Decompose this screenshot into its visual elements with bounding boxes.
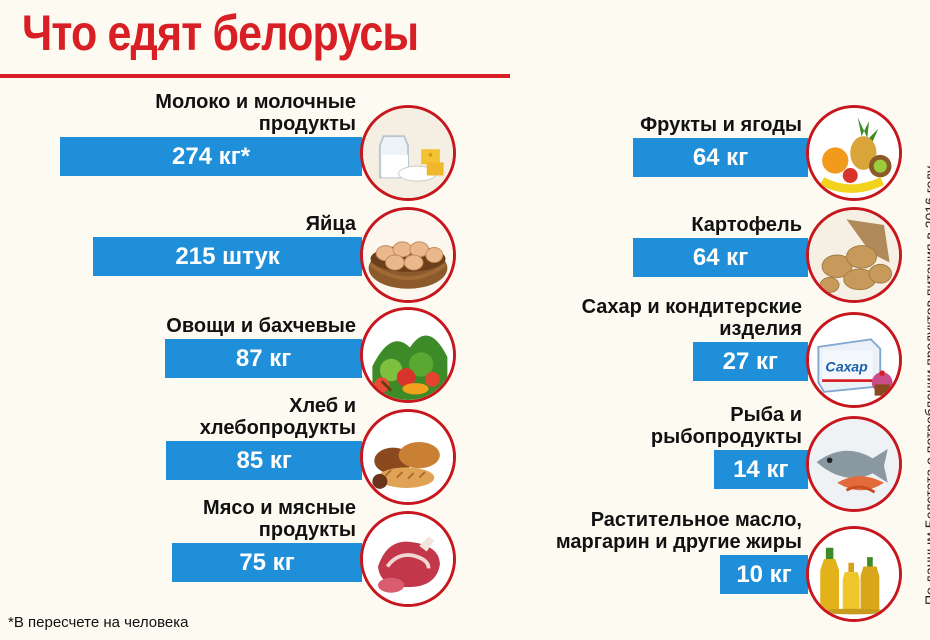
category-label-line: Яйца xyxy=(305,213,356,235)
category-label-line: Картофель xyxy=(691,214,802,236)
category-label-line: изделия xyxy=(719,318,802,340)
category-label-line: Сахар и кондитерские xyxy=(581,296,802,318)
category-label-line: продукты xyxy=(258,113,356,135)
category-label-line: рыбопродукты xyxy=(650,426,802,448)
value-bar: 85 кг xyxy=(166,441,362,480)
sugar-pack-label: Сахар xyxy=(825,358,868,374)
value-label: 215 штук xyxy=(175,243,280,270)
source-note: По данным Белстата о потреблении продукт… xyxy=(922,165,930,605)
category-label: Молоко и молочные продукты xyxy=(26,91,356,135)
value-bar: 215 штук xyxy=(93,237,362,276)
category-label: Мясо и мясные продукты xyxy=(26,497,356,541)
title-underline xyxy=(0,74,510,78)
value-bar: 64 кг xyxy=(633,138,808,177)
category-label: Фрукты и ягоды xyxy=(472,114,802,136)
eggs-icon xyxy=(360,207,456,303)
fish-icon xyxy=(806,416,902,512)
category-label: Рыба и рыбопродукты xyxy=(472,404,802,448)
category-label-line: Рыба и xyxy=(730,404,802,426)
meat-icon xyxy=(360,511,456,607)
value-bar: 87 кг xyxy=(165,339,362,378)
category-label: Сахар и кондитерские изделия xyxy=(472,296,802,340)
value-label: 27 кг xyxy=(722,348,778,375)
sugar-icon: Сахар xyxy=(806,312,902,408)
category-label: Хлеб и хлебопродукты xyxy=(26,395,356,439)
category-label-line: Растительное масло, xyxy=(590,509,802,531)
value-bar: 27 кг xyxy=(692,342,808,381)
category-label: Овощи и бахчевые xyxy=(26,315,356,337)
vegetables-icon xyxy=(360,307,456,403)
category-label-line: продукты xyxy=(258,519,356,541)
page-title: Что едят белорусы xyxy=(22,5,419,61)
value-label: 75 кг xyxy=(239,549,295,576)
category-label-line: хлебопродукты xyxy=(199,417,356,439)
category-label-line: Мясо и мясные xyxy=(203,497,356,519)
value-bar: 10 кг xyxy=(720,555,808,594)
category-label-line: Овощи и бахчевые xyxy=(166,315,356,337)
value-bar: 274 кг* xyxy=(60,137,362,176)
value-bar: 14 кг xyxy=(713,450,808,489)
dairy-icon xyxy=(360,105,456,201)
value-label: 10 кг xyxy=(736,561,792,588)
value-label: 64 кг xyxy=(692,144,749,171)
category-label-line: маргарин и другие жиры xyxy=(555,531,802,553)
category-label-line: Молоко и молочные xyxy=(155,91,356,113)
footnote: *В пересчете на человека xyxy=(8,614,189,631)
value-bar: 75 кг xyxy=(172,543,362,582)
category-label-line: Фрукты и ягоды xyxy=(640,114,802,136)
category-label: Картофель xyxy=(472,214,802,236)
fruits-icon xyxy=(806,105,902,201)
category-label: Яйца xyxy=(26,213,356,235)
bread-icon xyxy=(360,409,456,505)
value-bar: 64 кг xyxy=(633,238,808,277)
value-label: 87 кг xyxy=(235,345,292,372)
oil-icon xyxy=(806,526,902,622)
potatoes-icon xyxy=(806,207,902,303)
value-label: 14 кг xyxy=(733,456,789,483)
category-label-line: Хлеб и xyxy=(289,395,356,417)
category-label: Растительное масло, маргарин и другие жир… xyxy=(472,509,802,553)
value-label: 274 кг* xyxy=(171,143,251,170)
value-label: 64 кг xyxy=(692,244,749,271)
value-label: 85 кг xyxy=(236,447,292,474)
